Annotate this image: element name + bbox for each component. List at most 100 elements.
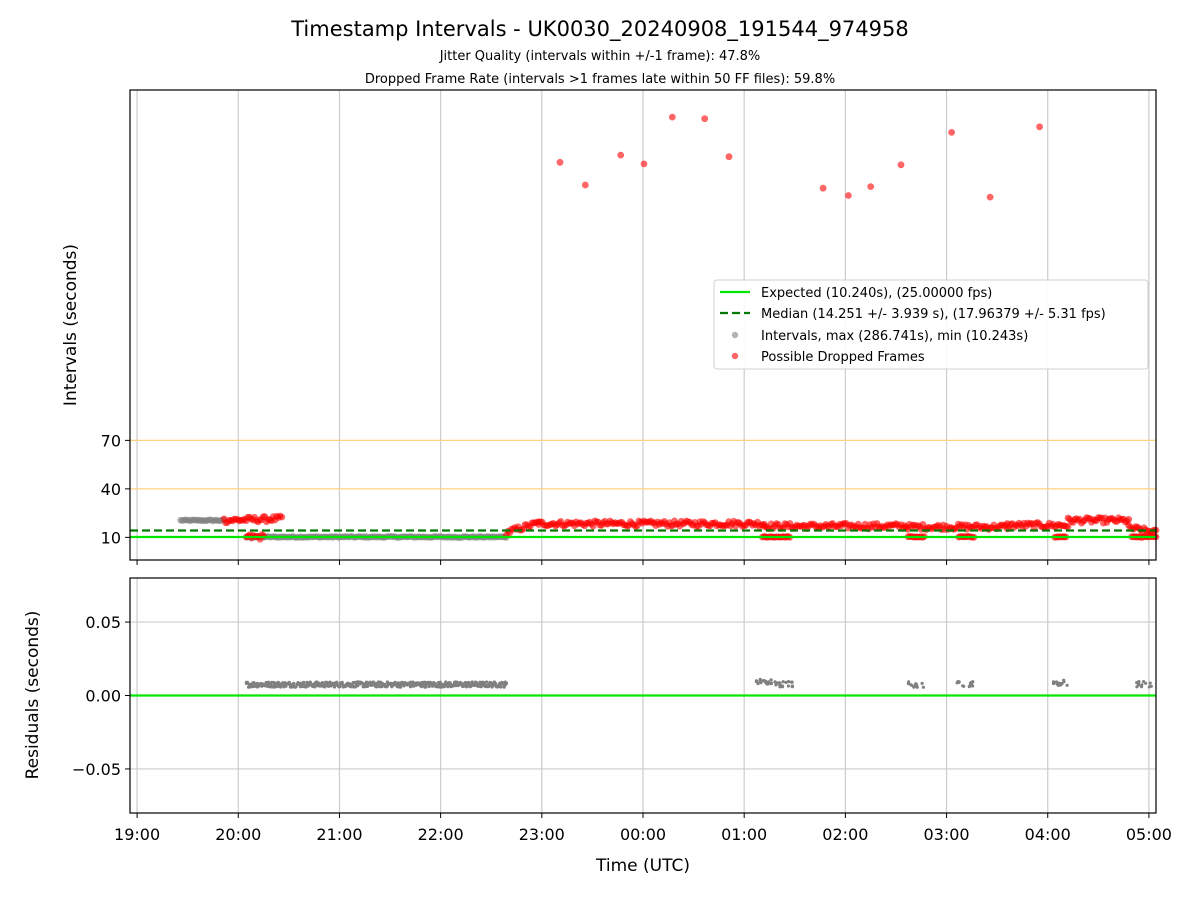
legend-intervals-swatch: [731, 331, 739, 339]
residual-point: [320, 681, 324, 685]
dropped-frame-outlier: [640, 160, 648, 168]
residual-point: [1144, 681, 1148, 685]
dropped-frame-point: [1125, 515, 1133, 523]
residual-point: [1059, 682, 1063, 686]
residual-point: [766, 680, 771, 684]
residual-point: [971, 680, 975, 684]
x-tick-label: 22:00: [418, 825, 464, 844]
dropped-frame-point: [1064, 523, 1072, 530]
intervals-y-tick-label: 10: [101, 528, 121, 547]
residual-point: [769, 682, 773, 686]
x-tick-label: 21:00: [316, 825, 362, 844]
legend-dropped-label: Possible Dropped Frames: [761, 350, 925, 365]
residual-point: [914, 682, 918, 686]
residual-point: [786, 684, 791, 688]
residual-point: [499, 685, 503, 689]
intervals-y-ticks: 10 40 70: [101, 431, 130, 547]
residual-point: [754, 679, 759, 683]
x-axis-label: Time (UTC): [595, 856, 690, 876]
residual-point: [1054, 680, 1058, 684]
chart-subtitle-dropped: Dropped Frame Rate (intervals >1 frames …: [365, 72, 835, 87]
intervals-panel: 10 40 70 Intervals (seconds) Expected (10.…: [61, 89, 1160, 565]
x-tick-label: 19:00: [114, 825, 160, 844]
residual-point: [302, 680, 306, 684]
residual-point: [292, 681, 296, 685]
residual-point: [278, 685, 283, 689]
residual-point: [907, 680, 911, 684]
residuals-x-ticks: 19:00 20:00 21:00 22:00 23:00 00:00 01:00 02:00…: [114, 813, 1172, 844]
residual-point: [921, 685, 926, 689]
residual-point: [366, 684, 370, 689]
residual-point: [1147, 685, 1151, 689]
dropped-frame-outlier: [819, 184, 827, 192]
residual-point: [786, 680, 791, 684]
residual-point: [1140, 683, 1144, 687]
residual-point: [790, 684, 795, 688]
x-tick-label: 04:00: [1025, 825, 1071, 844]
residual-point: [956, 680, 960, 684]
residuals-panel: −0.05 0.00 0.05 19:00 20:00 21:00 22:00 23:00 0…: [23, 577, 1172, 876]
residual-point: [1148, 681, 1152, 685]
residual-point: [335, 680, 339, 684]
residuals-y-tick-label: −0.05: [72, 760, 121, 779]
residual-point: [1136, 681, 1141, 685]
residuals-y-ticks: −0.05 0.00 0.05: [72, 613, 130, 779]
legend-box: [713, 279, 1149, 370]
residual-point: [789, 680, 794, 684]
dropped-frame-point: [278, 513, 286, 521]
residual-point: [1065, 683, 1069, 687]
residual-point: [489, 681, 493, 685]
legend-intervals-label: Intervals, max (286.741s), min (10.243s): [761, 329, 1028, 344]
residual-point: [775, 682, 779, 686]
residual-point: [784, 680, 788, 685]
residuals-y-axis-label: Residuals (seconds): [23, 611, 43, 780]
dropped-frame-outlier: [581, 181, 589, 189]
dropped-frame-outlier: [725, 153, 733, 161]
residual-point: [763, 680, 767, 684]
dropped-frame-outlier: [897, 161, 905, 169]
dropped-frame-outlier: [948, 129, 955, 136]
intervals-y-tick-label: 70: [101, 431, 121, 450]
x-tick-label: 00:00: [620, 825, 666, 844]
residual-point: [424, 685, 428, 689]
dropped-frame-outlier: [701, 115, 709, 123]
residual-point: [920, 681, 924, 686]
residuals-y-tick-label: 0.05: [85, 613, 121, 632]
residual-point: [778, 681, 782, 685]
dropped-frame-outlier: [845, 192, 852, 199]
residual-point: [485, 680, 489, 684]
x-tick-label: 20:00: [215, 825, 261, 844]
residual-point: [1135, 685, 1139, 689]
dropped-frame-outlier: [668, 113, 676, 121]
x-tick-label: 01:00: [721, 825, 767, 844]
residual-point: [332, 685, 337, 689]
chart-title: Timestamp Intervals - UK0030_20240908_19…: [290, 17, 909, 42]
residual-point: [968, 681, 973, 685]
residual-point: [504, 681, 508, 685]
residual-point: [338, 684, 342, 689]
intervals-x-ticks: [136, 560, 1150, 565]
dropped-frame-outlier: [617, 151, 625, 159]
x-tick-label: 23:00: [519, 825, 565, 844]
residual-point: [1056, 683, 1061, 688]
legend-expected-label: Expected (10.240s), (25.00000 fps): [761, 286, 992, 301]
residual-point: [493, 682, 497, 686]
residual-point: [967, 685, 971, 689]
x-tick-label: 03:00: [923, 825, 969, 844]
residuals-data: [244, 677, 1153, 689]
residual-point: [399, 685, 403, 689]
residual-point: [961, 684, 965, 688]
dropped-frame-outlier: [867, 183, 875, 191]
intervals-reference-lines: [130, 529, 1156, 539]
intervals-y-axis-label: Intervals (seconds): [61, 244, 81, 406]
intervals-legend: Expected (10.240s), (25.00000 fps) Media…: [713, 279, 1149, 370]
residual-point: [1051, 681, 1056, 686]
legend-dropped-swatch: [731, 352, 739, 360]
dropped-frame-outlier: [556, 158, 564, 166]
legend-median-label: Median (14.251 +/- 3.939 s), (17.96379 +…: [761, 307, 1106, 322]
residual-point: [390, 685, 394, 689]
intervals-y-tick-label: 40: [101, 480, 121, 499]
residual-point: [245, 680, 250, 685]
